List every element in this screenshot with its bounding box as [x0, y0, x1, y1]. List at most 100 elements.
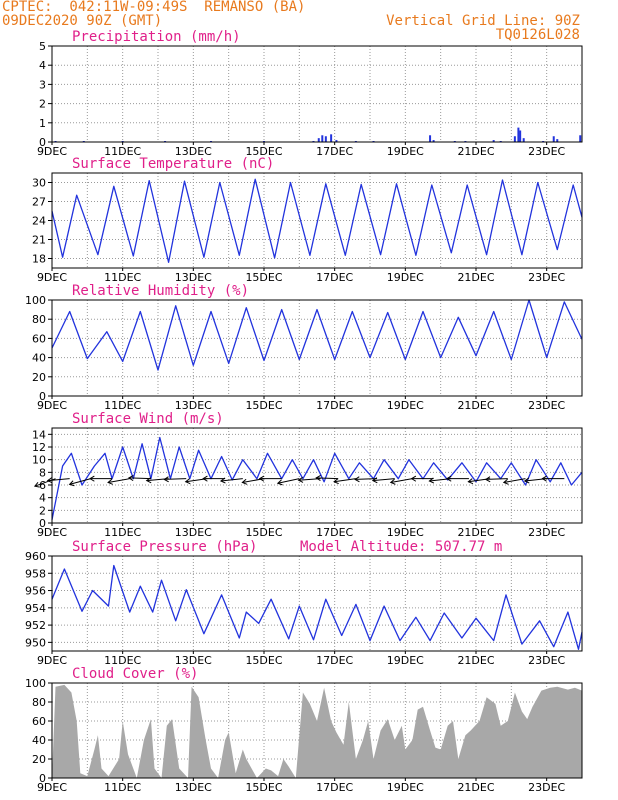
wind-vector — [390, 478, 413, 483]
x-tick-label: 9DEC — [37, 781, 67, 794]
wind-vector-head — [354, 476, 360, 483]
x-tick-label: 19DEC — [387, 145, 424, 158]
precip-bar — [429, 135, 432, 142]
x-tick-label: 23DEC — [528, 271, 565, 284]
y-tick-label: 60 — [32, 715, 46, 728]
y-tick-label: 60 — [32, 332, 46, 345]
precip-bar — [492, 140, 495, 142]
x-tick-label: 9DEC — [37, 399, 67, 412]
precip-bar — [324, 136, 327, 142]
precip-bar — [513, 136, 516, 142]
wind-vector-head — [68, 480, 75, 487]
x-tick-label: 13DEC — [175, 526, 212, 539]
wind-vector-head — [276, 479, 283, 486]
panel-title: Precipitation (mm/h) — [72, 29, 241, 45]
y-tick-label: 4 — [39, 59, 46, 72]
header-station: CPTEC: 042:11W-09:49S REMANSO (BA) — [2, 0, 306, 15]
wind-vector-head — [445, 475, 452, 482]
wind-vector-head — [184, 478, 191, 485]
precip-bar — [552, 136, 555, 142]
series-line — [51, 564, 583, 650]
x-tick-label: 9DEC — [37, 271, 67, 284]
x-tick-label: 17DEC — [316, 526, 353, 539]
x-tick-label: 13DEC — [175, 781, 212, 794]
y-tick-label: 20 — [32, 371, 46, 384]
x-tick-label: 9DEC — [37, 526, 67, 539]
y-tick-label: 21 — [32, 234, 46, 247]
x-tick-label: 15DEC — [245, 145, 282, 158]
x-tick-label: 13DEC — [175, 145, 212, 158]
wind-vector-head — [107, 478, 113, 485]
panel-2: 0 20 40 60 80 100 9DEC 11DEC 13DEC 15DEC 17DEC 19DE… — [25, 283, 583, 412]
x-tick-label: 15DEC — [245, 271, 282, 284]
panel-frame — [51, 427, 583, 524]
x-tick-label: 19DEC — [387, 781, 424, 794]
y-tick-label: 27 — [32, 196, 46, 209]
wind-vector-head — [219, 477, 226, 484]
wind-vector-head — [410, 475, 417, 482]
cloud-cover-area — [52, 684, 582, 778]
x-tick-label: 23DEC — [528, 654, 565, 667]
y-tick-label: 954 — [25, 602, 46, 615]
y-tick-label: 2 — [39, 504, 46, 517]
precip-bar — [519, 130, 522, 142]
x-tick-label: 17DEC — [316, 781, 353, 794]
wind-vector — [316, 477, 339, 480]
x-tick-label: 13DEC — [175, 654, 212, 667]
y-tick-label: 0 — [39, 517, 46, 530]
wind-vector-head — [202, 475, 208, 482]
x-tick-label: 21DEC — [457, 271, 494, 284]
x-tick-label: 15DEC — [245, 526, 282, 539]
y-tick-label: 12 — [32, 441, 46, 454]
wind-vector-head — [145, 477, 152, 484]
wind-vector-head — [389, 478, 396, 485]
x-tick-label: 23DEC — [528, 781, 565, 794]
wind-vector-head — [297, 476, 304, 483]
y-tick-label: 30 — [32, 177, 46, 190]
panel-annotation: Model Altitude: 507.77 m — [300, 539, 502, 555]
series-line — [51, 178, 583, 263]
x-tick-label: 21DEC — [457, 399, 494, 412]
wind-vector — [164, 478, 187, 480]
y-tick-label: 956 — [25, 585, 46, 598]
panel-0: 0 1 2 3 4 5 9DEC 11DEC 13DEC 15DEC 17DEC 19DEC 21DEC… — [37, 29, 583, 158]
y-tick-label: 10 — [32, 454, 46, 467]
x-tick-label: 23DEC — [528, 145, 565, 158]
panel-frame — [51, 45, 583, 143]
wind-vector — [128, 477, 151, 480]
x-tick-label: 11DEC — [104, 399, 141, 412]
x-tick-label: 21DEC — [457, 654, 494, 667]
y-tick-label: 1 — [39, 117, 46, 130]
panel-4: 950 952 954 956 958 960 9DEC 11DEC 13DEC 15DEC 17D… — [25, 539, 583, 667]
y-tick-label: 100 — [25, 294, 46, 307]
x-tick-label: 19DEC — [387, 399, 424, 412]
wind-vector — [220, 478, 243, 482]
x-tick-label: 13DEC — [175, 399, 212, 412]
precip-bar — [317, 138, 320, 142]
wind-vector — [107, 478, 130, 483]
y-tick-label: 0 — [39, 772, 46, 785]
wind-vector — [334, 478, 356, 483]
precip-bar — [432, 140, 435, 142]
x-tick-label: 11DEC — [104, 145, 141, 158]
wind-vector-head — [127, 475, 134, 482]
panel-title: Surface Pressure (hPa) — [72, 539, 257, 555]
wind-vector — [277, 478, 300, 484]
wind-vector-head — [315, 475, 321, 482]
y-tick-label: 40 — [32, 734, 46, 747]
x-tick-label: 9DEC — [37, 145, 67, 158]
wind-vector-head — [428, 477, 435, 484]
x-tick-label: 17DEC — [316, 145, 353, 158]
panel-5: 0 20 40 60 80 100 9DEC 11DEC 13DEC 15DEC 17DEC 19DE… — [25, 666, 583, 794]
y-tick-label: 952 — [25, 619, 46, 632]
y-tick-label: 958 — [25, 567, 46, 580]
y-tick-label: 40 — [32, 352, 46, 365]
x-tick-label: 9DEC — [37, 654, 67, 667]
wind-vector-head — [541, 475, 547, 482]
x-tick-label: 17DEC — [316, 271, 353, 284]
precip-bar — [321, 135, 324, 142]
panel-1: 18 21 24 27 30 9DEC 11DEC 13DEC 15DEC 17DEC 19DEC 2… — [32, 156, 583, 284]
wind-vector-head — [502, 478, 509, 485]
precip-bar — [330, 134, 333, 142]
x-tick-label: 15DEC — [245, 399, 282, 412]
